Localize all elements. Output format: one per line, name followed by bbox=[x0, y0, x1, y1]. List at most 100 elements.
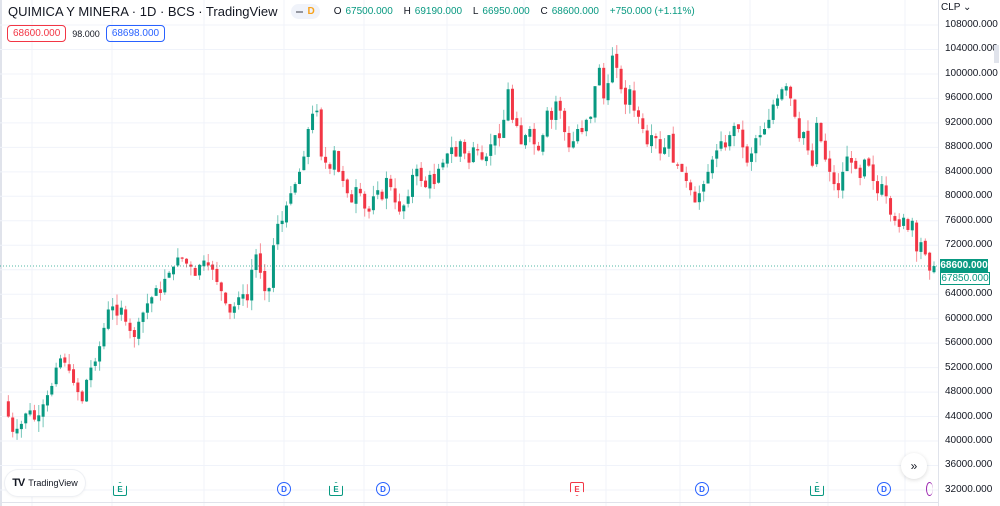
candle bbox=[354, 179, 358, 214]
candle bbox=[132, 327, 136, 348]
price-tick: 32000.000 bbox=[945, 483, 993, 495]
currency-selector[interactable]: CLP ⌄ bbox=[941, 2, 971, 13]
earnings-marker[interactable]: E bbox=[113, 482, 127, 496]
candle bbox=[889, 195, 893, 222]
candle bbox=[545, 107, 549, 138]
price-tick: 108000.000 bbox=[945, 19, 998, 30]
candle bbox=[932, 261, 936, 274]
axis-scroll-handle[interactable] bbox=[994, 45, 999, 63]
earnings-marker[interactable]: E bbox=[570, 482, 584, 496]
candle bbox=[163, 269, 167, 295]
double-chevron-right-icon: » bbox=[910, 459, 918, 473]
close-value: 68600.000 bbox=[551, 6, 599, 17]
candle bbox=[493, 135, 497, 155]
candle bbox=[463, 139, 467, 160]
candle bbox=[602, 62, 606, 105]
prev-close-label: 67850.000 bbox=[940, 272, 990, 286]
candle bbox=[810, 143, 814, 168]
price-tick: 44000.000 bbox=[945, 410, 993, 422]
candle bbox=[67, 354, 71, 374]
split-marker[interactable] bbox=[926, 482, 933, 496]
candle bbox=[541, 133, 545, 156]
candle bbox=[532, 123, 536, 155]
low-label: L bbox=[472, 6, 479, 17]
market-status-pill[interactable]: D bbox=[291, 4, 320, 19]
candle bbox=[893, 212, 897, 226]
candle bbox=[736, 124, 740, 133]
symbol-legend[interactable]: QUIMICA Y MINERA · 1D · BCS · TradingVie… bbox=[8, 4, 699, 19]
candle bbox=[211, 260, 215, 280]
candle bbox=[232, 302, 236, 319]
candle bbox=[671, 126, 675, 163]
candle bbox=[254, 248, 258, 278]
candle bbox=[706, 164, 710, 184]
candle bbox=[424, 176, 428, 189]
candle bbox=[523, 133, 527, 149]
scroll-to-realtime-button[interactable]: » bbox=[901, 453, 927, 479]
candle bbox=[650, 124, 654, 153]
candlestick-chart[interactable] bbox=[0, 0, 938, 506]
candle bbox=[106, 301, 110, 331]
price-tick: 72000.000 bbox=[945, 239, 993, 251]
close-label: C bbox=[540, 6, 548, 17]
market-status-label: D bbox=[307, 6, 315, 17]
candle bbox=[506, 82, 510, 122]
candle bbox=[454, 140, 458, 158]
candle bbox=[858, 164, 862, 186]
dividend-marker[interactable]: D bbox=[277, 482, 291, 496]
candle bbox=[237, 291, 241, 310]
candle bbox=[623, 80, 627, 115]
candle bbox=[406, 189, 410, 208]
candle bbox=[293, 182, 297, 195]
candle bbox=[654, 133, 658, 149]
open-value: 67500.000 bbox=[345, 6, 393, 17]
candle bbox=[224, 291, 228, 306]
candle bbox=[45, 390, 49, 412]
buy-price-button[interactable]: 68698.000 bbox=[105, 25, 166, 42]
candle bbox=[337, 150, 341, 173]
candle bbox=[397, 193, 401, 215]
price-tick: 80000.000 bbox=[945, 190, 993, 202]
sell-price-button[interactable]: 68600.000 bbox=[7, 25, 67, 42]
candle bbox=[902, 213, 906, 230]
candle bbox=[510, 84, 514, 124]
candle bbox=[802, 131, 806, 145]
candle bbox=[141, 311, 145, 333]
dividend-marker[interactable]: D bbox=[695, 482, 709, 496]
price-axis[interactable] bbox=[938, 0, 1000, 506]
candle bbox=[202, 255, 206, 271]
candle bbox=[767, 108, 771, 130]
candle bbox=[710, 156, 714, 179]
tradingview-logo[interactable]: TV TradingView bbox=[5, 470, 85, 496]
candle bbox=[167, 270, 171, 279]
dividend-marker[interactable]: D bbox=[877, 482, 891, 496]
candle bbox=[632, 81, 636, 117]
candle bbox=[328, 162, 332, 175]
candle bbox=[306, 126, 310, 165]
candle bbox=[302, 150, 306, 171]
dash-icon bbox=[296, 10, 304, 13]
currency-label: CLP bbox=[941, 2, 961, 13]
high-label: H bbox=[403, 6, 411, 17]
price-tick: 92000.000 bbox=[945, 116, 993, 128]
candle bbox=[645, 124, 649, 147]
dividend-marker[interactable]: D bbox=[376, 482, 390, 496]
candle bbox=[641, 113, 645, 134]
candle bbox=[793, 98, 797, 119]
candle bbox=[928, 251, 932, 280]
earnings-marker[interactable]: E bbox=[810, 482, 824, 496]
price-tick: 48000.000 bbox=[945, 386, 993, 398]
candle bbox=[319, 107, 323, 161]
candle bbox=[776, 94, 780, 109]
price-tick: 96000.000 bbox=[945, 92, 993, 104]
candle bbox=[823, 133, 827, 162]
earnings-marker[interactable]: E bbox=[329, 482, 343, 496]
candle bbox=[332, 145, 336, 176]
candle bbox=[676, 162, 680, 169]
candle bbox=[150, 295, 154, 313]
candle bbox=[554, 95, 558, 130]
candle bbox=[471, 141, 475, 164]
candle bbox=[363, 191, 367, 217]
candle bbox=[258, 243, 262, 279]
candle bbox=[754, 134, 758, 163]
